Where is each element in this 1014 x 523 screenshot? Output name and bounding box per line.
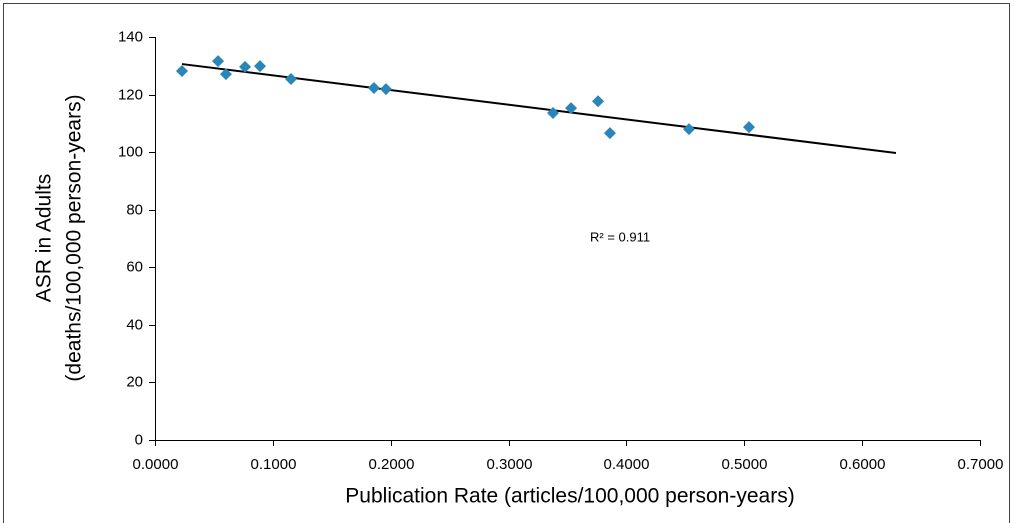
x-tick-label: 0.5000 <box>722 456 768 473</box>
x-axis-label: Publication Rate (articles/100,000 perso… <box>345 485 794 508</box>
data-point <box>175 64 188 77</box>
x-tick-label: 0.0000 <box>133 456 179 473</box>
r-squared-annotation: R² = 0.911 <box>590 229 650 244</box>
data-point <box>285 73 298 86</box>
x-tick-label: 0.7000 <box>958 456 1004 473</box>
y-tick-label: 20 <box>126 373 143 390</box>
y-tick-label: 120 <box>118 86 143 103</box>
data-point <box>743 121 755 134</box>
y-axis-label: ASR in Adults <box>33 174 56 302</box>
data-point <box>212 55 225 68</box>
data-point <box>219 68 232 81</box>
x-tick-label: 0.6000 <box>840 456 886 473</box>
y-tick-label: 40 <box>126 316 143 333</box>
data-point <box>603 127 616 140</box>
data-point <box>367 81 380 94</box>
y-tick-label: 60 <box>126 258 143 275</box>
y-tick-label: 140 <box>118 28 143 45</box>
data-point <box>380 83 392 96</box>
trendline <box>181 63 897 154</box>
data-point <box>239 60 252 73</box>
data-point <box>254 60 267 73</box>
x-tick-label: 0.3000 <box>487 456 533 473</box>
x-tick-label: 0.1000 <box>251 456 297 473</box>
x-tick-label: 0.2000 <box>369 456 415 473</box>
y-tick-label: 0 <box>135 431 143 448</box>
data-point <box>683 123 696 136</box>
frame <box>3 3 1010 523</box>
data-point <box>547 106 560 119</box>
y-tick-label: 100 <box>118 143 143 160</box>
y-tick-label: 80 <box>126 201 143 218</box>
y-axis-label: (deaths/100,000 person-years) <box>63 94 86 381</box>
data-point <box>592 95 605 108</box>
data-point <box>565 102 578 115</box>
x-tick-label: 0.4000 <box>604 456 650 473</box>
